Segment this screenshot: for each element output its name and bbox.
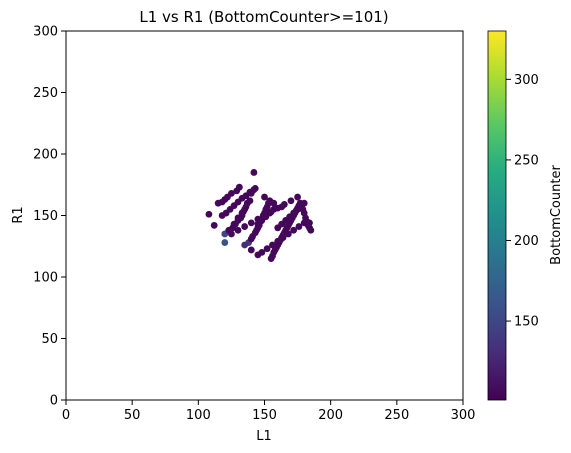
x-axis-label: L1	[256, 429, 272, 444]
data-point	[205, 210, 213, 218]
y-axis-ticks: 0 50 100 150 200 250 300	[33, 25, 66, 409]
data-point	[261, 193, 268, 201]
colorbar-tick-label: 150	[514, 315, 539, 330]
y-tick-label: 150	[33, 209, 58, 224]
data-point	[234, 226, 242, 234]
data-point	[294, 205, 301, 213]
data-point	[274, 204, 282, 212]
colorbar-label: BottomCounter	[549, 165, 564, 265]
data-point	[250, 186, 258, 194]
data-point	[241, 241, 249, 249]
data-point	[238, 209, 246, 217]
x-tick-label: 0	[62, 408, 70, 423]
x-axis-ticks: 0 50 100 150 200 250 300	[62, 400, 476, 423]
data-point	[267, 208, 275, 216]
chart-title: L1 vs R1 (BottomCounter>=101)	[139, 8, 388, 26]
data-point	[300, 219, 308, 227]
data-point	[228, 189, 235, 197]
data-point	[247, 246, 255, 254]
data-point	[235, 183, 243, 191]
data-point	[295, 223, 303, 230]
data-point	[284, 230, 292, 238]
x-tick-label: 250	[384, 408, 409, 423]
data-point	[221, 239, 229, 246]
data-point	[270, 199, 278, 207]
data-point	[274, 237, 282, 245]
data-point	[228, 230, 235, 238]
colorbar-tick-label: 300	[514, 73, 539, 88]
y-tick-label: 300	[33, 25, 58, 40]
y-tick-label: 200	[33, 148, 58, 163]
data-points	[205, 169, 315, 262]
y-tick-label: 250	[33, 86, 58, 101]
y-axis-label: R1	[11, 206, 26, 223]
y-tick-label: 50	[41, 332, 58, 347]
y-tick-label: 0	[50, 394, 58, 409]
data-point	[250, 169, 258, 176]
x-tick-label: 50	[124, 408, 141, 423]
colorbar-tick-label: 250	[514, 153, 539, 168]
data-point	[300, 199, 308, 207]
data-point	[231, 220, 239, 228]
data-point	[210, 221, 218, 229]
colorbar-tick-label: 200	[514, 234, 539, 249]
data-point	[290, 226, 298, 234]
data-point	[306, 219, 313, 227]
data-point	[258, 249, 266, 256]
data-point	[269, 241, 276, 249]
data-point	[241, 223, 249, 230]
data-point	[254, 215, 262, 223]
data-point	[307, 226, 315, 234]
x-tick-label: 150	[252, 408, 277, 423]
data-point	[280, 201, 288, 208]
colorbar-ticks: 150 200 250 300	[506, 73, 539, 330]
x-tick-label: 200	[318, 408, 343, 423]
data-point	[261, 212, 268, 219]
data-point	[263, 245, 271, 253]
y-tick-label: 100	[33, 271, 58, 286]
data-point	[287, 197, 295, 205]
data-point	[279, 234, 287, 242]
x-tick-label: 300	[451, 408, 476, 423]
data-point	[247, 219, 255, 227]
data-point	[246, 197, 254, 205]
data-point	[234, 214, 242, 222]
colorbar	[487, 30, 507, 401]
x-tick-label: 100	[186, 408, 211, 423]
data-point	[294, 193, 301, 201]
